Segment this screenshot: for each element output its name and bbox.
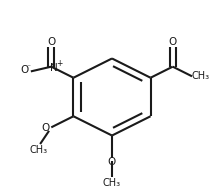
Text: CH₃: CH₃	[30, 145, 48, 155]
Text: CH₃: CH₃	[103, 178, 121, 188]
Text: O: O	[41, 123, 50, 133]
Text: O: O	[108, 157, 116, 167]
Text: N: N	[50, 63, 57, 73]
Text: CH₃: CH₃	[192, 71, 210, 81]
Text: O: O	[20, 65, 28, 75]
Text: +: +	[56, 59, 62, 68]
Text: ⁻: ⁻	[27, 62, 31, 71]
Text: O: O	[47, 37, 55, 47]
Text: O: O	[169, 37, 177, 47]
